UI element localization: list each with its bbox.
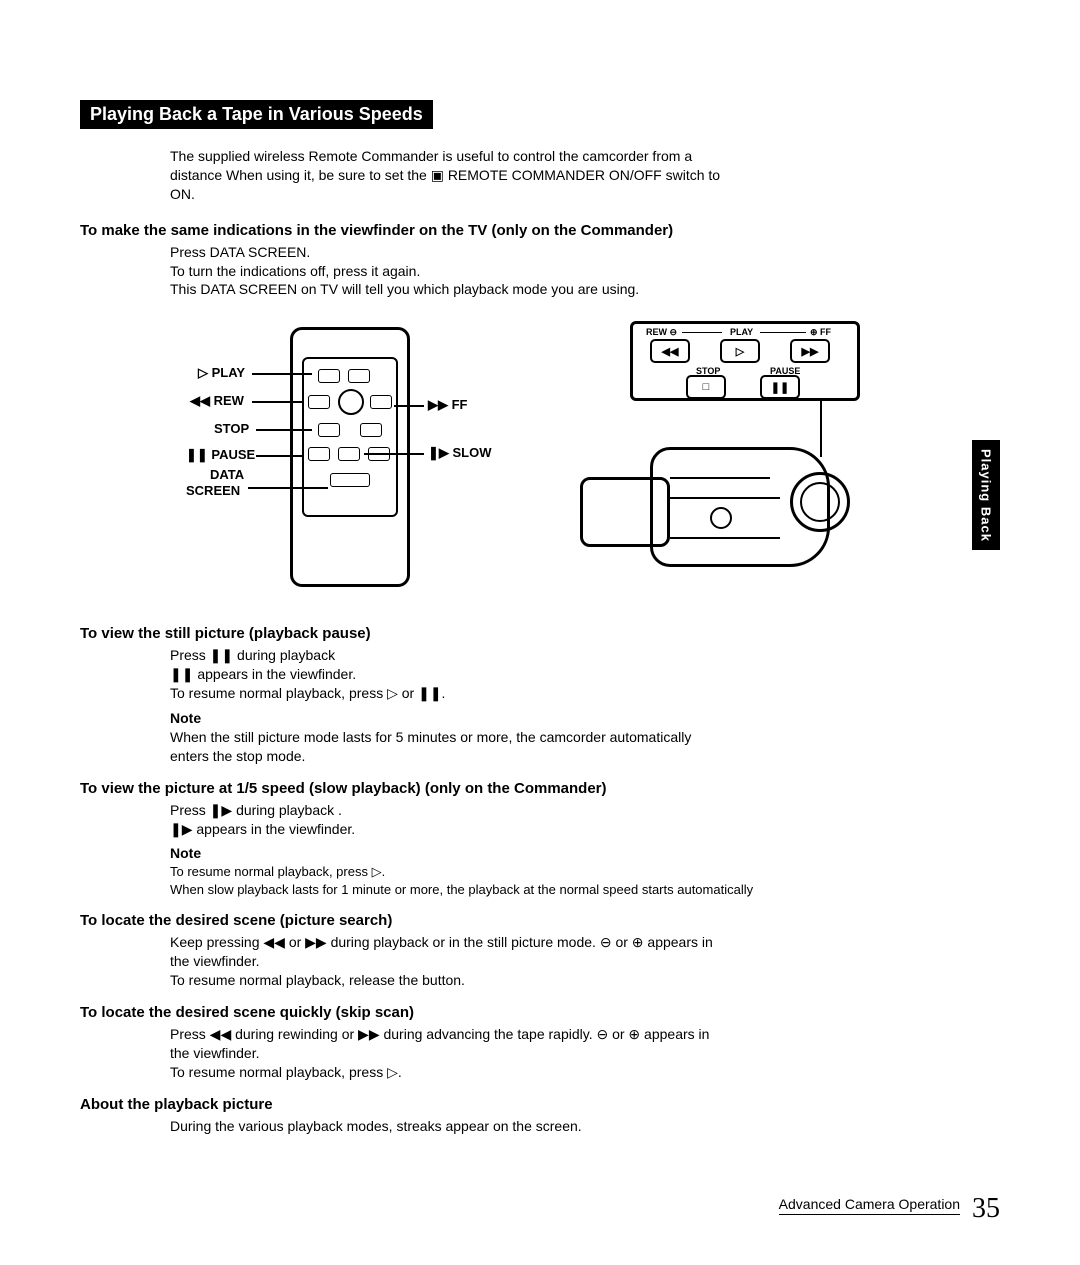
section-heading: To locate the desired scene quickly (ski…: [80, 1004, 1000, 1021]
body-line: To turn the indications off, press it ag…: [170, 262, 1000, 281]
body-line: Press DATA SCREEN.: [170, 243, 1000, 262]
section-body: Press ❚▶ during playback . ❚▶ appears in…: [170, 801, 1000, 899]
section-heading: To locate the desired scene (picture sea…: [80, 912, 1000, 929]
camcorder-diagram: REW ⊖ PLAY ⊕ FF ◀◀ ▷ ▶▶ STOP PAUSE □ ❚❚: [520, 317, 910, 597]
page-number: 35: [972, 1193, 1000, 1225]
leader-line: [394, 405, 424, 407]
remote-start-btn: [348, 369, 370, 383]
body-line: the viewfinder.: [170, 1044, 1000, 1063]
leader-line: [256, 455, 304, 457]
tv-rew-btn: ◀◀: [650, 339, 690, 363]
leader-line: [248, 487, 328, 489]
section-heading: To view the picture at 1/5 speed (slow p…: [80, 780, 1000, 797]
data-label: DATA: [210, 467, 244, 482]
section-heading: To make the same indications in the view…: [80, 222, 1000, 239]
section-body: During the various playback modes, strea…: [170, 1117, 1000, 1136]
tv-play-btn: ▷: [720, 339, 760, 363]
footer-text: Advanced Camera Operation: [779, 1196, 960, 1215]
intro-line: ON.: [170, 185, 1000, 204]
leader-line: [256, 429, 312, 431]
body-line: ❚❚ appears in the viewfinder.: [170, 665, 1000, 684]
section-body: Press ◀◀ during rewinding or ▶▶ during a…: [170, 1025, 1000, 1082]
note-line: When the still picture mode lasts for 5 …: [170, 728, 1000, 747]
slow-label: ❚▶ SLOW: [428, 445, 492, 461]
note-line: When slow playback lasts for 1 minute or…: [170, 881, 1000, 899]
cam-detail: [670, 537, 780, 539]
page-title-bar: Playing Back a Tape in Various Speeds: [80, 100, 433, 129]
body-line: To resume normal playback, press ▷ or ❚❚…: [170, 684, 1000, 703]
remote-stop-btn: [318, 423, 340, 437]
section-body: Press ❚❚ during playback ❚❚ appears in t…: [170, 646, 1000, 765]
intro-line: distance When using it, be sure to set t…: [170, 166, 1000, 185]
tv-pause-btn: ❚❚: [760, 375, 800, 399]
cam-detail: [670, 477, 770, 479]
section-heading: About the playback picture: [80, 1096, 1000, 1113]
remote-rew-btn: [308, 395, 330, 409]
body-line: To resume normal playback, release the b…: [170, 971, 1000, 990]
diagram-row: ▷ PLAY ◀◀ REW STOP ❚❚ PAUSE DATA SCREEN …: [170, 317, 1000, 597]
pause-label: ❚❚ PAUSE: [186, 447, 255, 463]
side-tab-label: Playing Back: [979, 449, 994, 542]
body-line: Keep pressing ◀◀ or ▶▶ during playback o…: [170, 933, 1000, 952]
page-title: Playing Back a Tape in Various Speeds: [90, 104, 423, 124]
remote-diagram: ▷ PLAY ◀◀ REW STOP ❚❚ PAUSE DATA SCREEN …: [170, 317, 490, 597]
section-body: Keep pressing ◀◀ or ▶▶ during playback o…: [170, 933, 1000, 990]
tv-line: [682, 332, 722, 333]
remote-btn: [360, 423, 382, 437]
remote-play-btn: [318, 369, 340, 383]
tv-ff-lbl: ⊕ FF: [810, 327, 831, 338]
tv-ff-btn: ▶▶: [790, 339, 830, 363]
body-line: the viewfinder.: [170, 952, 1000, 971]
side-tab: Playing Back: [972, 440, 1000, 550]
intro-line: The supplied wireless Remote Commander i…: [170, 147, 1000, 166]
ff-label: ▶▶ FF: [428, 397, 468, 413]
camcorder-body: [580, 437, 880, 587]
note-line: To resume normal playback, press ▷.: [170, 863, 1000, 881]
body-line: To resume normal playback, press ▷.: [170, 1063, 1000, 1082]
section-heading: To view the still picture (playback paus…: [80, 625, 1000, 642]
remote-data-btn: [330, 473, 370, 487]
body-line: Press ◀◀ during rewinding or ▶▶ during a…: [170, 1025, 1000, 1044]
tv-stop-btn: □: [686, 375, 726, 399]
screen-label: SCREEN: [186, 483, 240, 498]
body-line: ❚▶ appears in the viewfinder.: [170, 820, 1000, 839]
note-line: enters the stop mode.: [170, 747, 1000, 766]
stop-label: STOP: [214, 421, 249, 436]
tv-line: [760, 332, 806, 333]
leader-line: [252, 373, 312, 375]
tv-play-lbl: PLAY: [730, 327, 753, 337]
intro-paragraph: The supplied wireless Remote Commander i…: [170, 147, 1000, 204]
note-heading: Note: [170, 709, 1000, 728]
cam-detail: [670, 497, 780, 499]
rew-label: ◀◀ REW: [190, 393, 244, 409]
body-line: Press ❚❚ during playback: [170, 646, 1000, 665]
play-label: ▷ PLAY: [198, 365, 245, 381]
section-body: Press DATA SCREEN. To turn the indicatio…: [170, 243, 1000, 300]
leader-line: [252, 401, 304, 403]
note-heading: Note: [170, 844, 1000, 863]
leader-line: [364, 453, 424, 455]
body-line: Press ❚▶ during playback .: [170, 801, 1000, 820]
body-line: During the various playback modes, strea…: [170, 1117, 1000, 1136]
remote-slow-btn: [338, 447, 360, 461]
tv-rew-lbl: REW ⊖: [646, 327, 677, 338]
body-line: This DATA SCREEN on TV will tell you whi…: [170, 280, 1000, 299]
remote-ff-btn: [370, 395, 392, 409]
remote-pause-btn: [308, 447, 330, 461]
